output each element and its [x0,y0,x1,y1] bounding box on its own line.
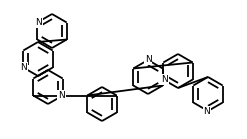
Text: N: N [58,91,65,100]
Text: N: N [161,75,168,84]
Text: N: N [204,106,210,116]
Text: N: N [35,18,42,27]
Text: N: N [20,63,27,72]
Text: N: N [145,55,151,64]
